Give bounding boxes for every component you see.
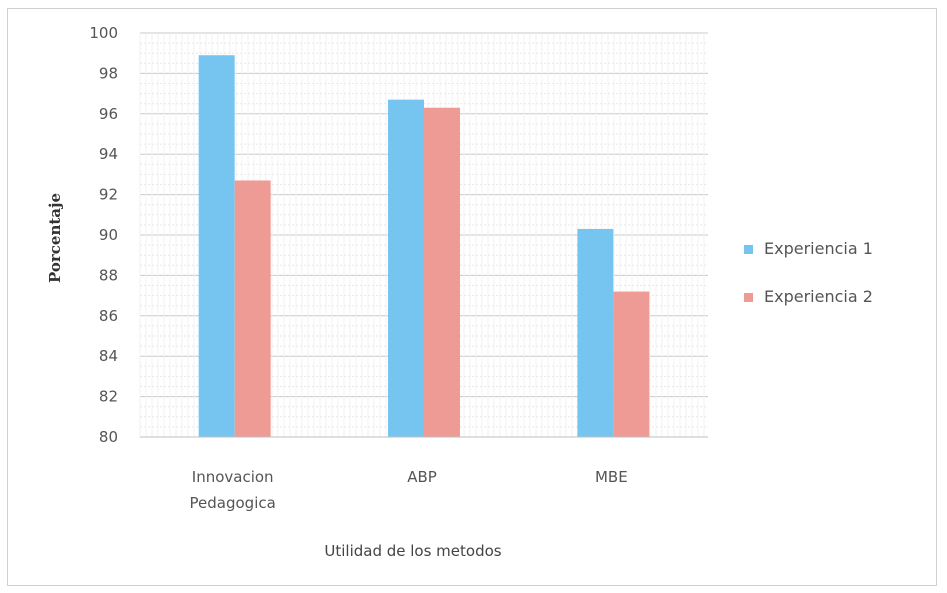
x-category-label: ABP [407, 468, 437, 486]
legend-swatch [744, 245, 753, 254]
bar-experiencia-2 [234, 180, 271, 437]
y-tick-label: 84 [99, 347, 118, 365]
y-tick-label: 88 [99, 266, 118, 284]
legend-label: Experiencia 2 [764, 287, 873, 306]
legend-label: Experiencia 1 [764, 239, 873, 258]
chart-frame [7, 8, 937, 586]
y-tick-label: 94 [99, 145, 118, 163]
y-tick-label: 96 [99, 105, 118, 123]
x-category-label: Innovacion [192, 468, 274, 486]
legend-swatch [744, 293, 753, 302]
bars [198, 55, 650, 438]
bar-experiencia-1 [198, 55, 235, 437]
x-category-label: MBE [595, 468, 628, 486]
y-tick-label: 80 [99, 428, 118, 446]
x-axis-label: Utilidad de los metodos [324, 542, 501, 560]
y-tick-label: 82 [99, 388, 118, 406]
x-axis-categories: Innovacion Pedagogica ABP MBE [190, 468, 628, 512]
legend: Experiencia 1 Experiencia 2 [744, 239, 873, 306]
bar-experiencia-1 [577, 228, 614, 437]
y-tick-label: 98 [99, 64, 118, 82]
y-axis-label: Porcentaje [46, 193, 64, 283]
bar-experiencia-2 [424, 107, 460, 438]
y-tick-label: 86 [99, 307, 118, 325]
y-tick-label: 100 [89, 24, 118, 42]
bar-experiencia-2 [613, 291, 650, 437]
y-tick-label: 90 [99, 226, 118, 244]
y-axis-ticks: 80 82 84 86 88 90 92 94 96 98 100 [89, 24, 118, 446]
y-tick-label: 92 [99, 186, 118, 204]
bar-experiencia-1 [388, 99, 424, 437]
x-category-label: Pedagogica [190, 494, 276, 512]
